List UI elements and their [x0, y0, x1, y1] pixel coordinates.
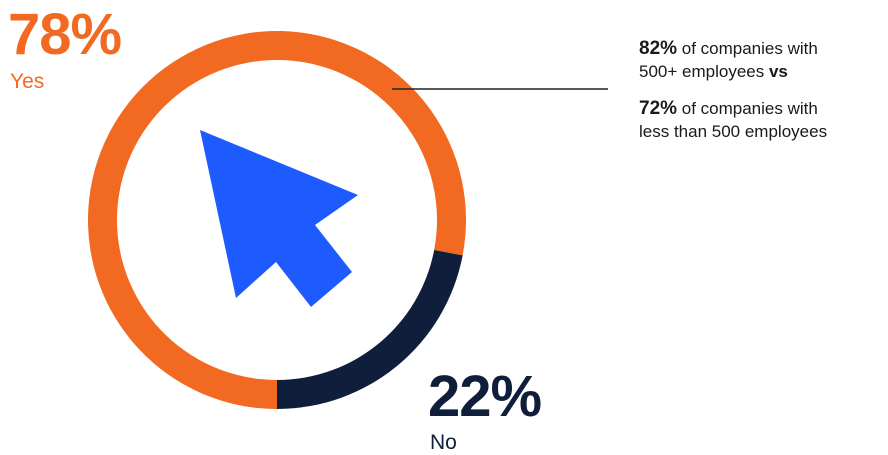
yes-percentage-label: 78% [8, 2, 122, 67]
no-category-label: No [430, 431, 457, 454]
large-companies-percentage: 82% [639, 38, 678, 59]
annotation-text: 500+ employees [639, 62, 769, 81]
small-companies-percentage: 72% [639, 98, 678, 119]
annotation-text: less than 500 employees [639, 122, 828, 141]
annotation-vs: vs [768, 62, 788, 81]
annotation-text: of companies with [677, 39, 818, 58]
annotation-text: of companies with [677, 99, 818, 118]
annotation-large-companies: 82% of companies with 500+ employees vs [639, 37, 887, 83]
yes-category-label: Yes [10, 70, 45, 93]
donut-slice-no [277, 249, 463, 409]
annotation-small-companies: 72% of companies with less than 500 empl… [639, 97, 887, 143]
cursor-arrow-icon [200, 130, 358, 307]
no-percentage-label: 22% [428, 364, 542, 429]
